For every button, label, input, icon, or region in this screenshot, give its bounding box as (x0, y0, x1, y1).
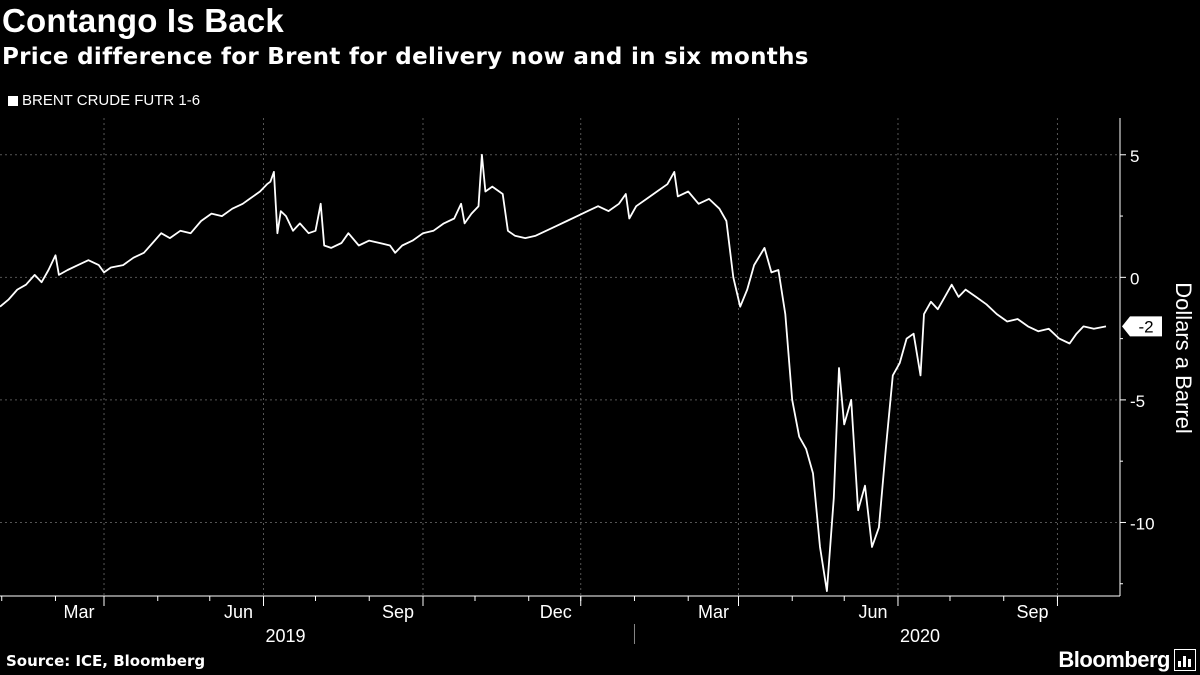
y-axis-label: Dollars a Barrel (1171, 282, 1196, 434)
year-label: 2020 (900, 626, 940, 646)
y-tick-label: 5 (1130, 147, 1139, 166)
y-tick-label: -5 (1130, 392, 1145, 411)
x-tick-label: Dec (540, 602, 572, 622)
x-tick-label: Jun (224, 602, 253, 622)
year-label: 2019 (265, 626, 305, 646)
last-value-badge: -2 (1122, 316, 1162, 337)
source-note: Source: ICE, Bloomberg (6, 652, 206, 670)
series-line (0, 153, 1107, 592)
bloomberg-logo: Bloomberg (1058, 647, 1170, 672)
x-tick-label: Mar (64, 602, 95, 622)
axes (0, 118, 1126, 644)
x-tick-label: Jun (858, 602, 887, 622)
y-tick-label: -10 (1130, 514, 1155, 533)
x-tick-label: Mar (698, 602, 729, 622)
legend: BRENT CRUDE FUTR 1-6 (8, 92, 200, 109)
chart-title: Contango Is Back (2, 2, 284, 39)
legend-swatch-icon (8, 95, 18, 106)
last-value-marker (1122, 316, 1162, 337)
last-value-label: -2 (1138, 317, 1153, 336)
x-tick-label: Sep (382, 602, 414, 622)
legend-label: BRENT CRUDE FUTR 1-6 (22, 92, 201, 109)
series-layer (0, 153, 1107, 592)
bloomberg-terminal-icon (1174, 649, 1196, 671)
tick-labels: 5 0 -5 -10 Mar Jun Sep Dec Mar Jun Sep 2019 2020 -2 (64, 147, 1162, 646)
grid-lines (0, 118, 1120, 596)
chart-subtitle: Price difference for Brent for delivery … (2, 44, 809, 70)
y-tick-label: 0 (1130, 269, 1139, 288)
x-tick-label: Sep (1016, 602, 1048, 622)
